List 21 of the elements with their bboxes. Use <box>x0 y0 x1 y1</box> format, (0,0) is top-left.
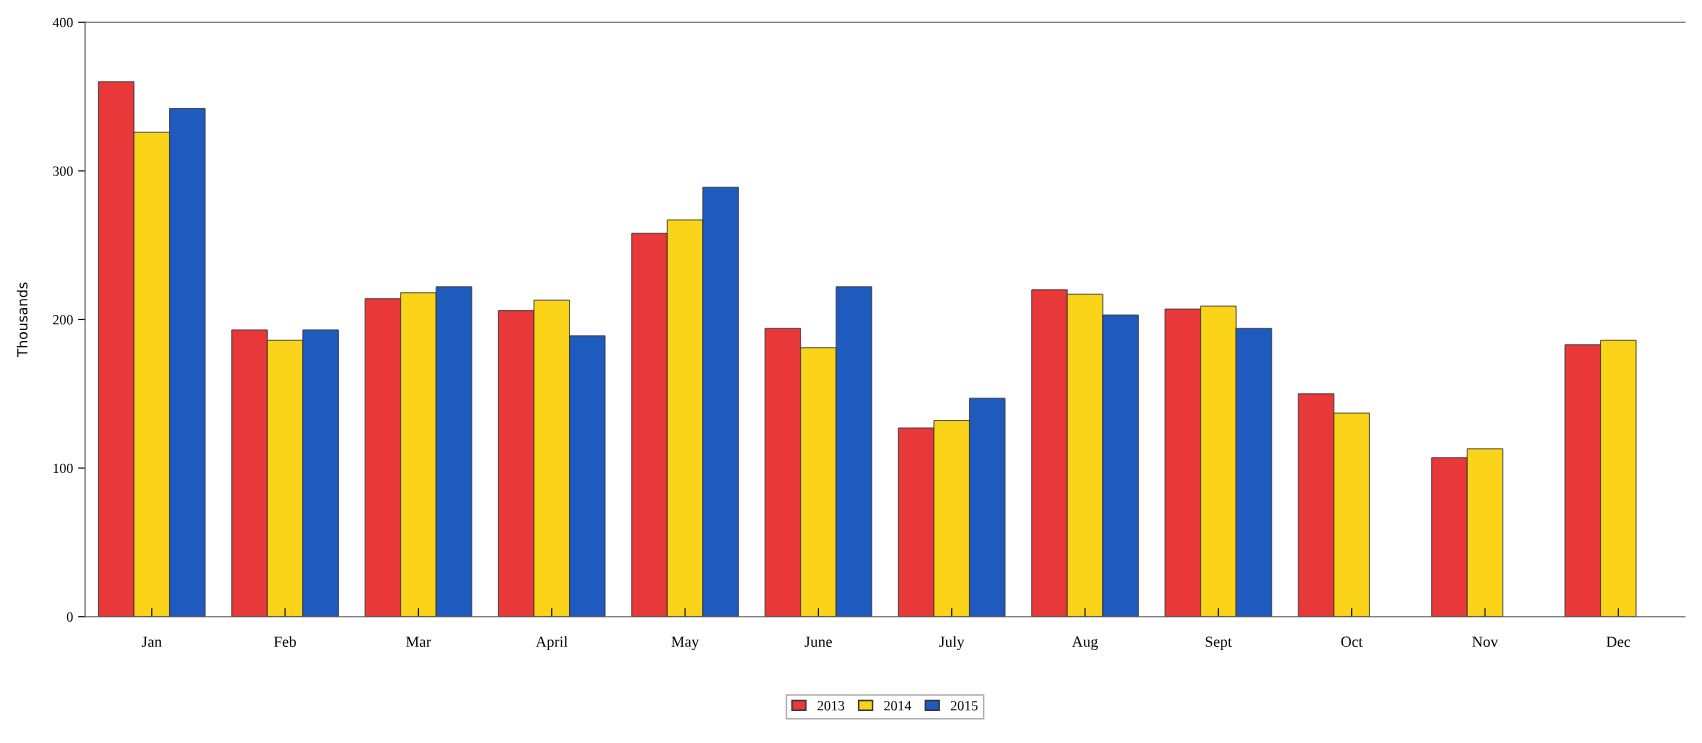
y-axis-title: Thousands <box>16 282 28 358</box>
x-tick-label: Dec <box>1606 636 1631 647</box>
x-tick-label: June <box>804 636 832 647</box>
x-tick-label: Oct <box>1341 636 1363 647</box>
y-tick-label: 400 <box>52 17 73 28</box>
x-tick-label: Jan <box>141 636 162 647</box>
legend-label: 2014 <box>884 701 912 711</box>
y-tick-label: 200 <box>53 315 73 325</box>
x-tick-label: Aug <box>1072 636 1098 650</box>
x-tick-label: Feb <box>274 636 296 647</box>
x-tick-label: July <box>939 636 965 651</box>
x-tick-label: Sept <box>1205 636 1232 650</box>
legend-label: 2015 <box>950 701 978 711</box>
y-tick-label: 0 <box>66 612 73 622</box>
y-tick-label: 100 <box>53 463 73 474</box>
legend-label: 2013 <box>817 701 845 711</box>
y-tick-label: 300 <box>53 166 73 176</box>
x-tick-label: April <box>535 636 568 650</box>
x-tick-label: May <box>671 636 699 650</box>
x-tick-label: Nov <box>1472 636 1499 647</box>
x-tick-label: Mar <box>406 636 431 647</box>
